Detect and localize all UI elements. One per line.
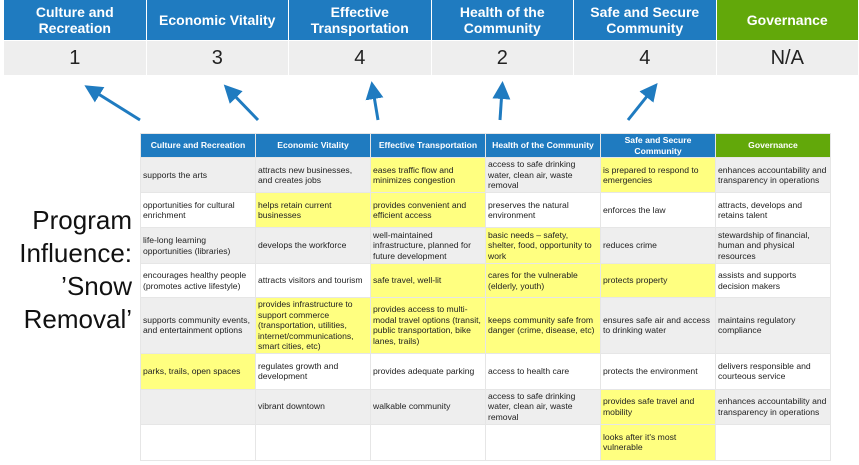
category-header-health: Health of the Community [431, 0, 573, 40]
arrow-icon [84, 85, 141, 122]
category-header-safe: Safe and Secure Community [574, 0, 716, 40]
table-cell-highlighted: eases traffic flow and minimizes congest… [370, 157, 486, 193]
table-cell [715, 423, 831, 461]
table-header: Culture and Recreation [140, 133, 256, 158]
table-row: opportunities for cultural enrichment hel… [140, 192, 831, 228]
table-cell: enforces the law [600, 192, 716, 228]
table-cell-highlighted: keeps community safe from danger (crime,… [485, 297, 601, 354]
table-cell-highlighted: safe travel, well-lit [370, 263, 486, 298]
table-cell-highlighted: protects property [600, 263, 716, 298]
table-row: encourages healthy people (promotes acti… [140, 263, 831, 298]
table-cell [485, 423, 601, 461]
table-header: Safe and Secure Community [600, 133, 716, 158]
arrow-icon [365, 81, 384, 121]
table-cell [255, 423, 371, 461]
table-header: Governance [715, 133, 831, 158]
score-summary: Culture and Recreation Economic Vitality… [4, 0, 858, 75]
table-cell: supports community events, and entertain… [140, 297, 256, 354]
table-cell [370, 423, 486, 461]
table-cell: supports the arts [140, 157, 256, 193]
score-economic: 3 [146, 41, 288, 75]
category-header-culture: Culture and Recreation [4, 0, 146, 40]
table-cell-highlighted: provides infrastructure to support comme… [255, 297, 371, 354]
table-cell: vibrant downtown [255, 388, 371, 425]
table-cell: reduces crime [600, 227, 716, 264]
table-cell: life-long learning opportunities (librar… [140, 227, 256, 264]
table-cell: preserves the natural environment [485, 192, 601, 228]
table-cell-highlighted: basic needs – safety, shelter, food, opp… [485, 227, 601, 264]
table-cell-highlighted: cares for the vulnerable (elderly, youth… [485, 263, 601, 298]
score-transportation: 4 [289, 41, 431, 75]
category-header-transportation: Effective Transportation [289, 0, 431, 40]
table-cell [140, 388, 256, 425]
table-cell: access to safe drinking water, clean air… [485, 388, 601, 425]
table-cell-highlighted: provides access to multi-modal travel op… [370, 297, 486, 354]
category-header-economic: Economic Vitality [146, 0, 288, 40]
table-cell: opportunities for cultural enrichment [140, 192, 256, 228]
table-row: life-long learning opportunities (librar… [140, 227, 831, 264]
table-cell: access to safe drinking water, clean air… [485, 157, 601, 193]
table-cell: maintains regulatory compliance [715, 297, 831, 354]
influence-table: Culture and Recreation Economic Vitality E… [140, 133, 831, 461]
table-cell: delivers responsible and courteous servi… [715, 352, 831, 390]
table-cell: assists and supports decision makers [715, 263, 831, 298]
table-cell: attracts new businesses, and creates job… [255, 157, 371, 193]
table-cell-highlighted: parks, trails, open spaces [140, 352, 256, 390]
table-row: supports the arts attracts new businesses… [140, 157, 831, 193]
table-cell: regulates growth and development [255, 352, 371, 390]
table-cell: ensures safe air and access to drinking … [600, 297, 716, 354]
table-cell: develops the workforce [255, 227, 371, 264]
table-header: Effective Transportation [370, 133, 486, 158]
table-row: parks, trails, open spaces regulates grow… [140, 352, 831, 390]
table-cell-highlighted: helps retain current businesses [255, 192, 371, 228]
table-cell-highlighted: looks after it's most vulnerable [600, 423, 716, 461]
category-header-governance: Governance [716, 0, 858, 40]
score-health: 2 [431, 41, 573, 75]
score-governance: N/A [716, 41, 858, 75]
table-cell: provides adequate parking [370, 352, 486, 390]
table-cell: enhances accountability and transparency… [715, 388, 831, 425]
table-row: vibrant downtown walkable community access… [140, 388, 831, 425]
program-influence-label: Program Influence: ’Snow Removal’ [19, 205, 132, 334]
table-cell: enhances accountability and transparency… [715, 157, 831, 193]
table-row: supports community events, and entertain… [140, 297, 831, 354]
table-cell-highlighted: provides safe travel and mobility [600, 388, 716, 425]
table-cell-highlighted: is prepared to respond to emergencies [600, 157, 716, 193]
table-cell: access to health care [485, 352, 601, 390]
table-cell: encourages healthy people (promotes acti… [140, 263, 256, 298]
arrow-icon [626, 82, 658, 121]
score-safe: 4 [574, 41, 716, 75]
table-cell: walkable community [370, 388, 486, 425]
table-cell-highlighted: provides convenient and efficient access [370, 192, 486, 228]
table-cell: attracts visitors and tourism [255, 263, 371, 298]
arrow-icon [492, 81, 511, 121]
table-row: looks after it's most vulnerable [140, 423, 831, 461]
table-cell [140, 423, 256, 461]
score-culture: 1 [4, 41, 146, 75]
table-header: Health of the Community [485, 133, 601, 158]
table-header: Economic Vitality [255, 133, 371, 158]
table-cell: protects the environment [600, 352, 716, 390]
arrows [84, 81, 658, 122]
table-cell: attracts, develops and retains talent [715, 192, 831, 228]
table-cell: stewardship of financial, human and phys… [715, 227, 831, 264]
table-cell: well-maintained infrastructure, planned … [370, 227, 486, 264]
arrow-icon [223, 84, 260, 122]
